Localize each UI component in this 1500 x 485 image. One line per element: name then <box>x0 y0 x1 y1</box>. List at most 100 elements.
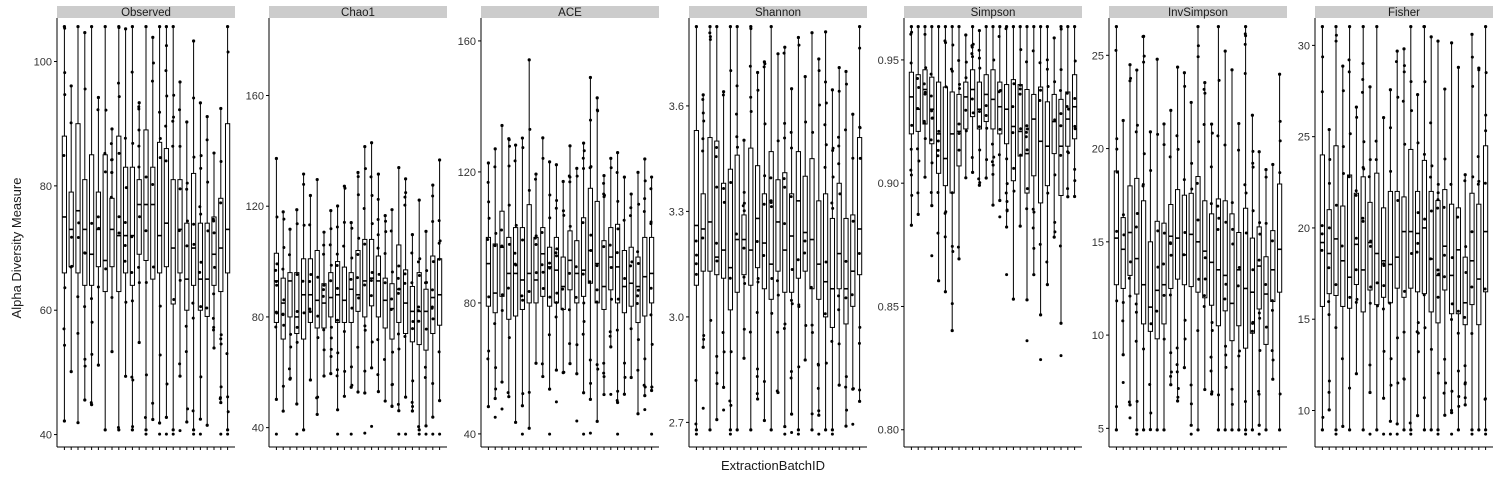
data-point <box>728 276 732 280</box>
box-batch-5 <box>300 172 307 450</box>
data-point <box>1073 124 1077 128</box>
data-point <box>1176 147 1180 151</box>
box-batch-18 <box>1024 24 1030 450</box>
data-point <box>185 219 189 223</box>
data-point <box>944 210 948 214</box>
data-point <box>762 379 766 383</box>
data-point <box>1183 84 1187 88</box>
data-point <box>1059 88 1063 92</box>
data-point <box>1052 235 1056 239</box>
data-point <box>158 24 162 29</box>
data-point <box>1168 293 1172 297</box>
y-tick-label: 20 <box>1092 144 1104 156</box>
data-point <box>185 181 189 185</box>
box-iqr <box>1229 213 1235 342</box>
data-point <box>1243 399 1247 403</box>
data-point <box>219 201 223 205</box>
data-point <box>322 288 326 292</box>
data-point <box>1340 244 1344 248</box>
outlier-point <box>582 432 586 436</box>
box-iqr <box>389 283 395 340</box>
data-point <box>1477 179 1481 183</box>
data-point <box>1058 244 1062 248</box>
facet-strip-label: Chao1 <box>341 7 375 19</box>
box-iqr <box>211 216 217 286</box>
data-point <box>782 327 786 331</box>
data-point <box>507 242 511 246</box>
data-point <box>540 230 544 234</box>
data-point <box>1025 124 1029 128</box>
data-point <box>1334 24 1338 29</box>
data-point <box>1162 428 1166 432</box>
outlier-point <box>1484 432 1488 436</box>
box-iqr <box>1408 148 1414 289</box>
box-batch-22 <box>1256 150 1262 450</box>
box-batch-14 <box>1408 24 1414 450</box>
data-point <box>486 161 490 165</box>
data-point <box>936 154 940 158</box>
box-batch-7 <box>1360 24 1366 450</box>
data-point <box>425 269 429 273</box>
data-point <box>776 330 780 334</box>
box-iqr <box>102 154 108 293</box>
data-point <box>1230 402 1234 406</box>
box-iqr <box>1319 154 1326 307</box>
data-point <box>103 428 107 432</box>
data-point <box>722 186 726 190</box>
data-point <box>957 257 961 261</box>
data-point <box>274 156 278 161</box>
data-point <box>595 288 599 292</box>
data-point <box>521 238 525 242</box>
data-point <box>649 286 653 290</box>
box-iqr <box>754 165 761 269</box>
data-point <box>837 89 841 93</box>
data-point <box>997 35 1001 39</box>
data-point <box>63 343 67 347</box>
data-point <box>487 200 491 204</box>
y-tick-label: 25 <box>1298 132 1310 144</box>
data-point <box>1038 61 1042 65</box>
box-iqr <box>184 222 190 311</box>
box-batch-24 <box>218 106 224 450</box>
box-iqr <box>748 147 754 286</box>
data-point <box>494 231 498 235</box>
data-point <box>295 325 299 329</box>
data-point <box>628 214 632 218</box>
box-iqr <box>560 256 566 310</box>
data-point <box>506 391 510 395</box>
data-point <box>130 299 134 303</box>
data-point <box>1216 227 1220 231</box>
data-point <box>1389 383 1393 387</box>
box-iqr <box>1374 172 1380 306</box>
data-point <box>1128 260 1132 264</box>
box-iqr <box>1455 207 1462 315</box>
data-point <box>595 264 599 268</box>
box-batch-2 <box>280 210 286 450</box>
data-point <box>1278 72 1282 76</box>
data-point <box>803 251 807 255</box>
y-tick-label: 120 <box>246 201 264 213</box>
box-iqr <box>949 91 955 194</box>
data-point <box>1456 309 1460 313</box>
data-point <box>944 85 948 89</box>
data-point <box>363 145 367 149</box>
data-point <box>1416 331 1420 335</box>
data-point <box>650 385 654 389</box>
data-point <box>978 148 982 152</box>
data-point <box>165 382 169 386</box>
data-point <box>62 24 66 29</box>
data-point <box>1046 191 1050 195</box>
data-point <box>748 64 752 68</box>
data-point <box>1203 277 1207 281</box>
data-point <box>1052 36 1056 40</box>
data-point <box>997 153 1001 157</box>
data-point <box>1045 58 1049 62</box>
box-batch-20 <box>614 150 621 450</box>
data-point <box>1389 169 1393 173</box>
data-point <box>756 367 760 371</box>
box-iqr <box>1414 190 1421 293</box>
data-point <box>356 170 360 175</box>
data-point <box>715 382 719 386</box>
data-point <box>1264 325 1268 329</box>
data-point <box>302 223 306 227</box>
